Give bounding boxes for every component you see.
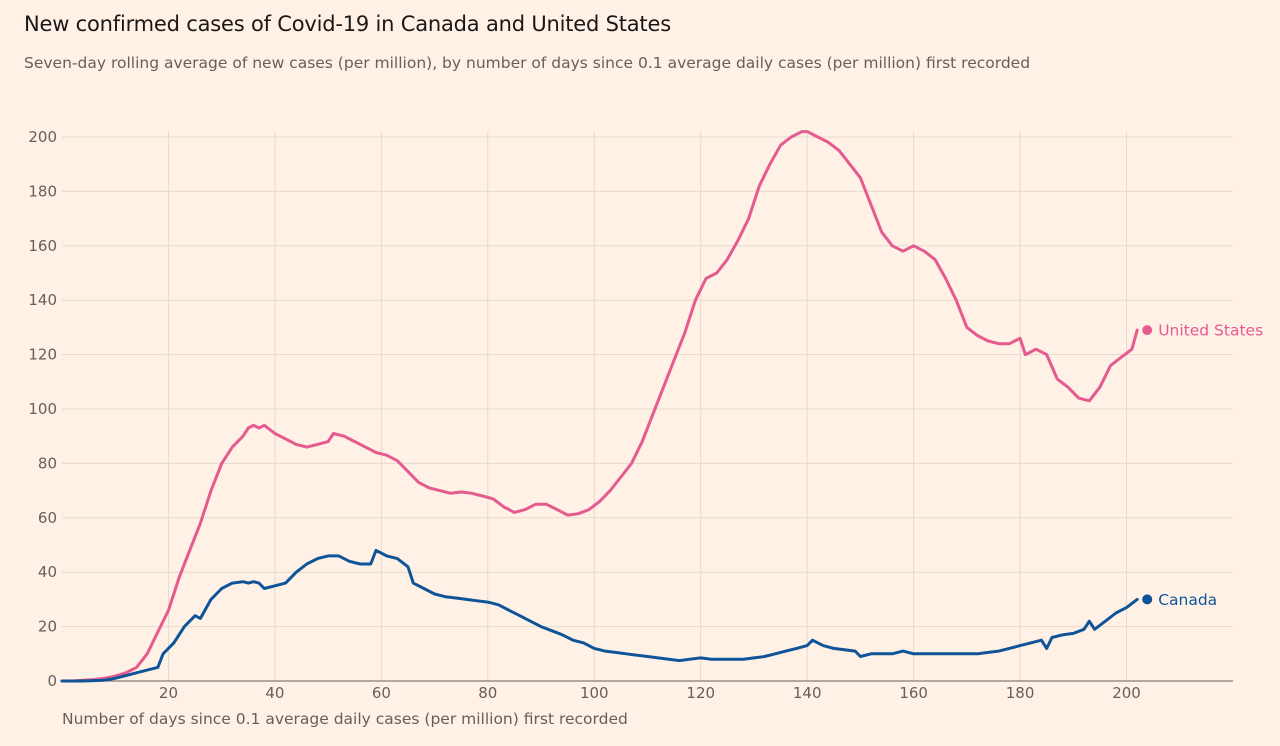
y-tick-label: 160 <box>28 237 57 255</box>
x-tick-label: 140 <box>793 684 822 702</box>
series-end-marker-united-states <box>1142 325 1153 336</box>
y-tick-label: 80 <box>38 454 57 472</box>
y-tick-label: 200 <box>28 128 57 146</box>
series-line-united-states <box>60 130 1139 683</box>
chart-title: New confirmed cases of Covid-19 in Canad… <box>24 12 671 36</box>
y-tick-label: 180 <box>28 182 57 200</box>
x-tick-label: 120 <box>686 684 715 702</box>
axes: 0 20 40 60 80 100 120 140 160 180 200 20 40 60 80 100 12… <box>28 128 1233 702</box>
x-axis-label: Number of days since 0.1 average daily c… <box>62 710 628 728</box>
series-end-marker-canada <box>1142 594 1153 605</box>
x-tick-label: 20 <box>159 684 178 702</box>
y-tick-label: 40 <box>38 563 57 581</box>
series-line-canada <box>60 548 1139 683</box>
y-tick-label: 140 <box>28 291 57 309</box>
series-label-united-states: United States <box>1158 322 1263 340</box>
gridlines <box>62 131 1233 681</box>
x-tick-label: 80 <box>478 684 497 702</box>
x-tick-label: 100 <box>580 684 609 702</box>
chart-subtitle: Seven-day rolling average of new cases (… <box>24 54 1031 72</box>
y-tick-label: 60 <box>38 509 57 527</box>
series-lines <box>60 130 1139 683</box>
y-tick-label: 0 <box>47 672 57 690</box>
x-tick-label: 180 <box>1006 684 1035 702</box>
series-labels: United States Canada <box>1142 322 1263 609</box>
y-tick-label: 100 <box>28 400 57 418</box>
y-tick-label: 20 <box>38 618 57 636</box>
x-tick-label: 200 <box>1112 684 1141 702</box>
x-tick-label: 160 <box>899 684 928 702</box>
x-tick-label: 40 <box>265 684 284 702</box>
x-tick-label: 60 <box>372 684 391 702</box>
series-label-canada: Canada <box>1158 591 1217 609</box>
y-tick-label: 120 <box>28 346 57 364</box>
